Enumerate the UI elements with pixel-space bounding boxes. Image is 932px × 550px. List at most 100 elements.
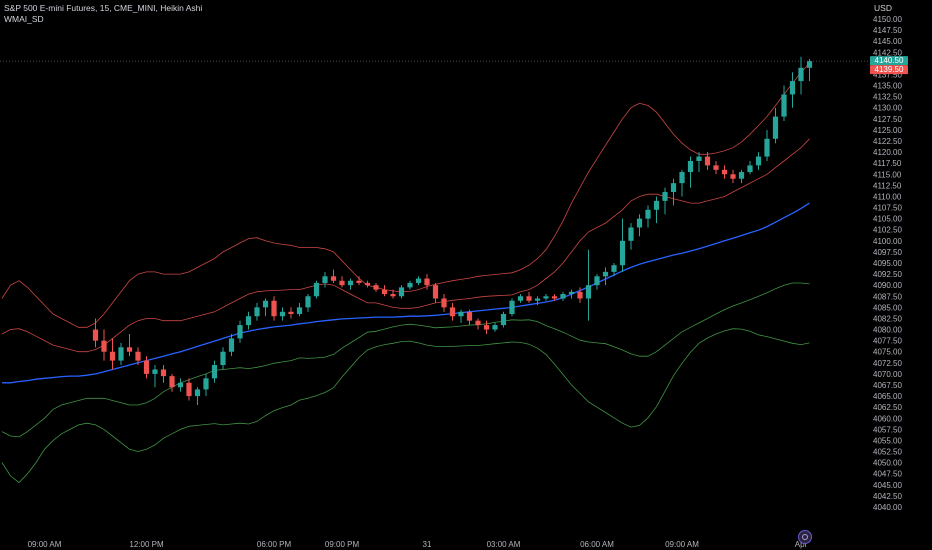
candle[interactable] [492,322,498,332]
candle[interactable] [237,320,243,343]
symbol-title[interactable]: S&P 500 E-mini Futures, 15, CME_MINI, He… [4,3,203,13]
candle[interactable] [517,294,524,303]
candle[interactable] [313,280,320,299]
candle[interactable] [211,360,218,383]
candle[interactable] [449,302,456,321]
candle[interactable] [789,72,796,108]
candle[interactable] [424,274,430,290]
candle[interactable] [254,302,260,321]
candle[interactable] [704,152,711,170]
candle[interactable] [670,178,677,206]
candle[interactable] [509,298,515,317]
lower-band-1 [1,282,810,438]
candle[interactable] [390,289,396,299]
candle[interactable] [126,333,133,357]
candle[interactable] [109,338,116,370]
candle[interactable] [543,294,549,301]
candle[interactable] [645,205,651,228]
candle[interactable] [296,302,303,317]
currency-label[interactable]: USD [874,3,892,13]
candle[interactable] [585,249,592,321]
candle[interactable] [798,56,804,95]
candle[interactable] [577,287,583,303]
candle[interactable] [415,276,422,286]
candle[interactable] [628,223,634,250]
candle[interactable] [475,318,481,330]
candle[interactable] [653,196,660,224]
candle[interactable] [339,276,345,288]
candle[interactable] [169,373,175,392]
candle[interactable] [279,307,286,321]
candle[interactable] [203,373,209,397]
candle[interactable] [186,378,192,401]
candle[interactable] [764,129,770,161]
price-tick-label: 4150.00 [873,15,902,24]
candle[interactable] [687,156,694,188]
candle[interactable] [271,296,277,321]
candle[interactable] [228,333,235,357]
lower-band-2 [1,328,810,484]
candle[interactable] [220,347,226,370]
price-tick-label: 4067.50 [873,381,902,390]
candle[interactable] [772,107,779,144]
indicator-label[interactable]: WMAI_SD [4,14,44,24]
candle[interactable] [730,169,736,184]
candle[interactable] [364,280,371,288]
candle[interactable] [262,298,269,317]
candle[interactable] [194,387,201,405]
candle[interactable] [534,296,541,306]
candle[interactable] [143,356,150,379]
candle[interactable] [602,267,609,286]
candle[interactable] [560,291,566,301]
candle[interactable] [781,85,787,122]
candle[interactable] [288,307,294,319]
time-tick-label: 09:00 AM [665,540,699,549]
candle[interactable] [381,285,388,297]
candle[interactable] [160,365,167,383]
candle[interactable] [441,294,447,312]
candle[interactable] [611,263,617,277]
candle[interactable] [92,318,99,348]
candle[interactable] [356,276,362,286]
candle[interactable] [373,282,379,292]
candle[interactable] [721,165,728,179]
price-tick-label: 4137.50 [873,70,902,79]
candle[interactable] [135,347,141,366]
time-tick-label: 09:00 PM [325,540,360,549]
candle[interactable] [101,329,107,361]
candle[interactable] [347,278,354,290]
candle[interactable] [696,152,702,173]
candle[interactable] [398,285,405,299]
price-axis: 4150.004147.504145.004142.504140.004137.… [873,15,902,512]
candle[interactable] [568,289,575,299]
candle[interactable] [152,365,158,388]
candle[interactable] [458,309,464,323]
tradingview-logo-icon[interactable] [798,530,812,544]
candle[interactable] [806,58,813,82]
candle[interactable] [432,282,439,303]
candle[interactable] [407,280,413,290]
candle[interactable] [118,342,124,366]
candle[interactable] [662,187,668,215]
candle[interactable] [755,152,762,170]
candle[interactable] [713,160,719,175]
candle[interactable] [594,274,600,290]
price-tick-label: 4090.00 [873,281,902,290]
candle[interactable] [619,218,626,272]
candle[interactable] [305,294,311,312]
candle[interactable] [500,311,507,328]
candle[interactable] [483,320,490,334]
candle[interactable] [466,309,473,326]
candle[interactable] [177,378,184,392]
middle-band [2,202,810,384]
candle[interactable] [747,160,753,175]
candle[interactable] [738,169,745,184]
candle[interactable] [679,169,685,197]
candle[interactable] [636,214,643,237]
candle[interactable] [322,271,328,288]
candle[interactable] [245,311,252,330]
candle[interactable] [330,269,337,283]
candle[interactable] [526,291,532,303]
candle[interactable] [551,294,558,301]
